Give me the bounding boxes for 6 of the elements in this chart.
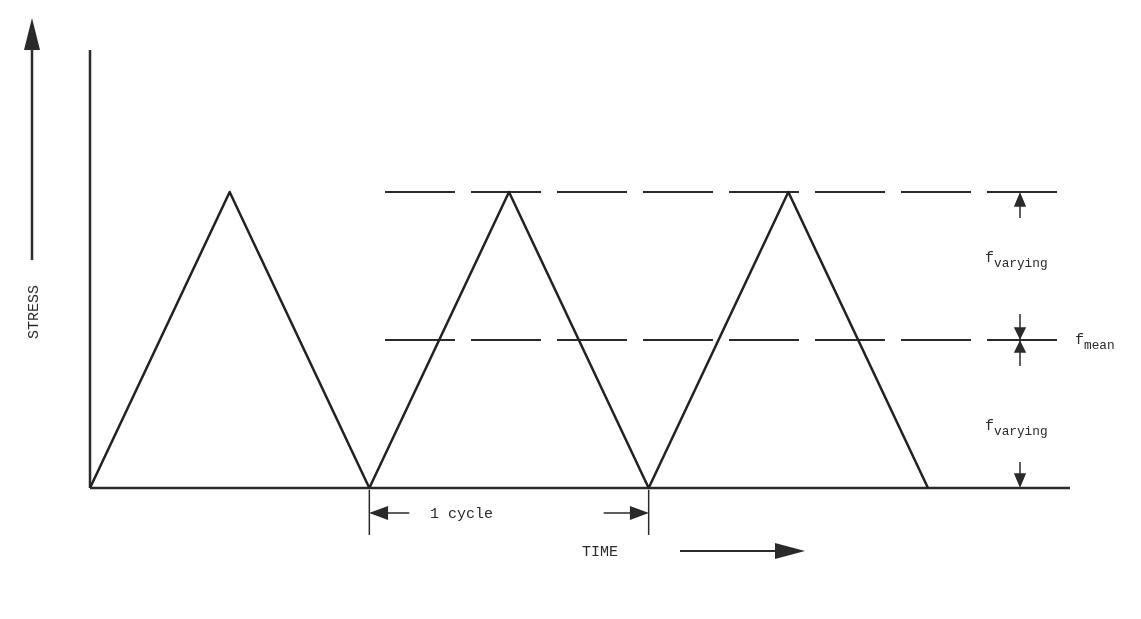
text: 1 cycle — [430, 506, 494, 523]
annotation: f$_{varying}$ — [985, 250, 1048, 271]
annotation: f$_{varying}$ — [985, 418, 1048, 439]
x-axis-title: TIME — [581, 544, 619, 561]
y-axis-title: STRESS — [26, 284, 43, 340]
ref-line-label: f$_{mean}$ — [1075, 332, 1115, 353]
